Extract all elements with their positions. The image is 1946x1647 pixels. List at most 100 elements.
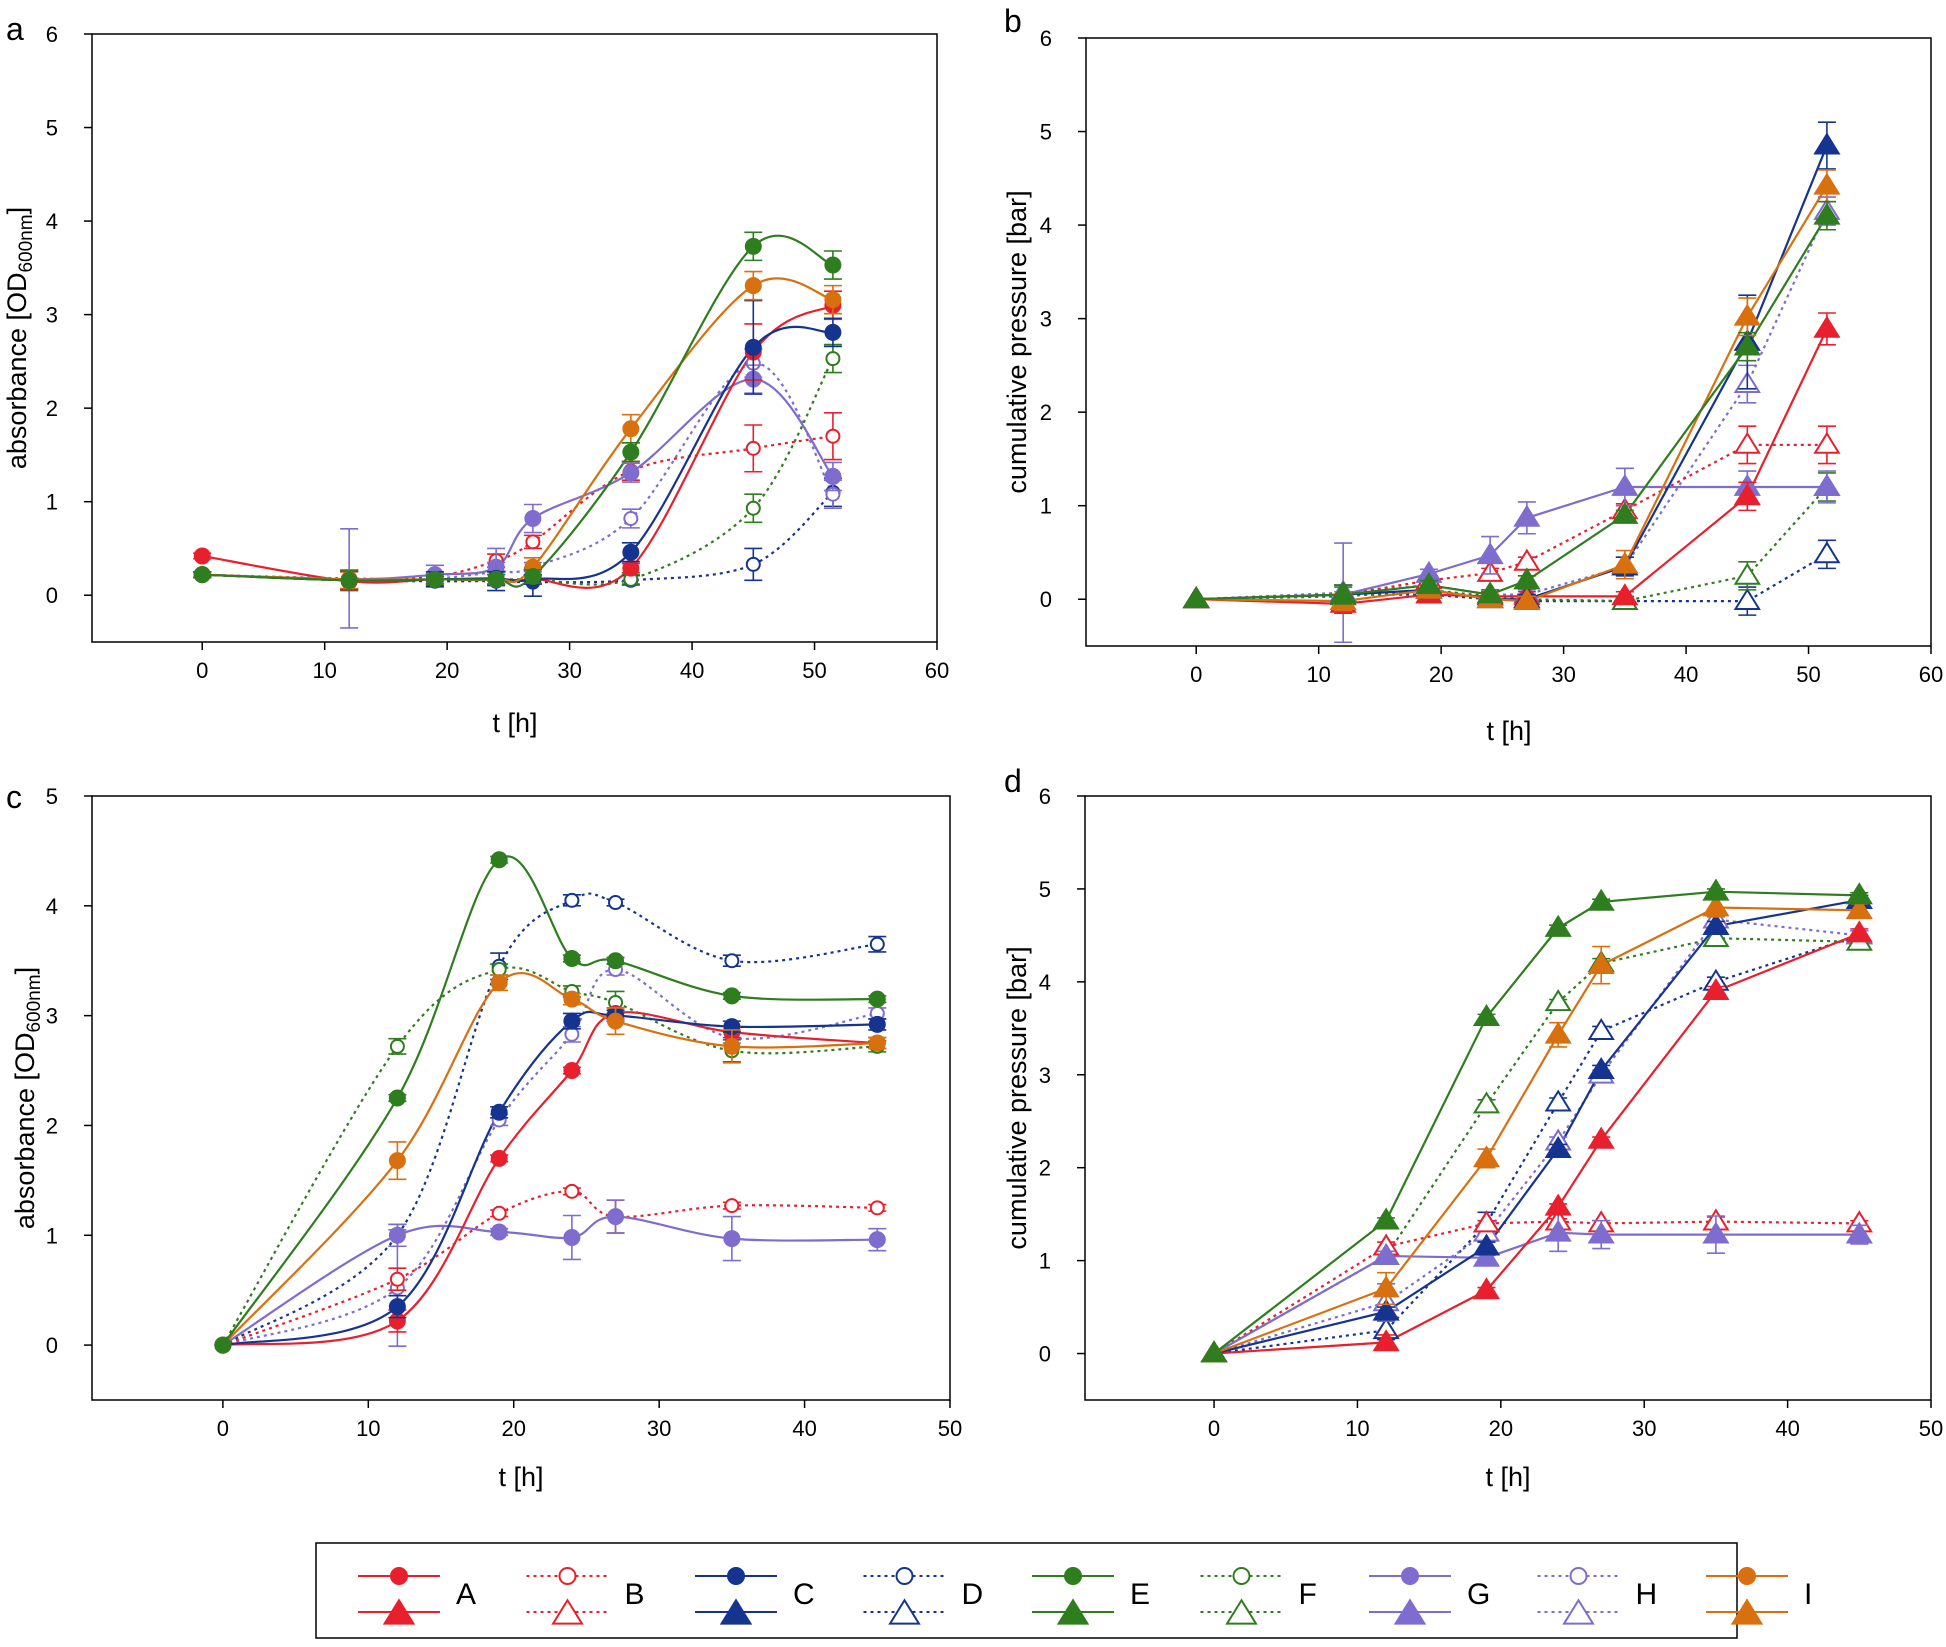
data-point-f (1702, 925, 1730, 948)
data-point-f (1544, 989, 1572, 1012)
y-tick-label: 0 (1040, 587, 1052, 612)
data-point-g (1544, 1219, 1572, 1242)
y-tick-label: 3 (46, 1004, 58, 1029)
data-point-f (1733, 562, 1761, 585)
panel-b-x-axis-label: t [h] (1486, 716, 1531, 746)
legend-frame (315, 1542, 1738, 1639)
series-line-h (1213, 918, 1860, 1355)
series-line-f (1196, 486, 1828, 603)
data-point-g (1513, 504, 1541, 527)
data-point-b (1513, 548, 1541, 571)
legend-marker-h-circle (1569, 1567, 1588, 1585)
data-point-e (214, 1336, 232, 1354)
data-point-i (1733, 303, 1761, 326)
legend-marker-h-triangle (1562, 1598, 1595, 1625)
data-point-e (1702, 878, 1730, 901)
data-point-a (1544, 1193, 1572, 1216)
x-tick-label: 60 (925, 658, 949, 683)
data-point-i (1544, 1021, 1572, 1044)
data-point-c (622, 543, 640, 561)
series-line-a (1214, 932, 1860, 1355)
data-point-b (1472, 1210, 1501, 1233)
data-point-d (1733, 587, 1761, 610)
x-tick-label: 30 (647, 1416, 671, 1441)
data-point-d (724, 953, 740, 969)
panel-a-markers (193, 231, 842, 629)
y-tick-label: 6 (1040, 26, 1052, 51)
data-point-e (1472, 1004, 1501, 1027)
data-point-g (824, 467, 842, 485)
data-point-b (389, 1271, 405, 1287)
data-point-d (1813, 541, 1841, 564)
x-tick-label: 30 (1632, 1416, 1656, 1441)
data-point-g (563, 1228, 581, 1246)
data-point-a (1733, 483, 1761, 506)
data-point-f (745, 500, 761, 516)
y-tick-label: 1 (1040, 494, 1052, 519)
series-line-g (222, 1215, 878, 1347)
panel-a-y-axis-label: absorbance [OD600nm] (2, 207, 37, 469)
panel-letter-b: b (1004, 3, 1022, 39)
legend-items: A B C D E F G H I (358, 1567, 1812, 1625)
legend-marker-e-circle (1064, 1567, 1082, 1585)
legend-marker-g-circle (1401, 1567, 1419, 1585)
data-point-d (1544, 1089, 1572, 1112)
series-line-a (1196, 328, 1828, 606)
y-tick-label: 5 (1040, 120, 1052, 145)
legend-item-c: C (695, 1567, 815, 1625)
panel-b-series-lines (1196, 145, 1828, 606)
x-tick-label: 10 (356, 1416, 380, 1441)
legend-label-i: I (1804, 1578, 1812, 1611)
x-tick-label: 20 (435, 658, 459, 683)
x-tick-label: 40 (680, 658, 704, 683)
data-point-c (1472, 1233, 1501, 1256)
data-point-i (1472, 1145, 1501, 1168)
y-tick-label: 2 (1040, 400, 1052, 425)
data-point-e (1587, 888, 1615, 911)
data-point-i (1611, 551, 1639, 574)
data-point-c (490, 1103, 508, 1121)
data-point-a (1611, 583, 1639, 606)
legend: A B C D E F G H I (315, 1542, 1812, 1639)
data-point-c (388, 1298, 406, 1316)
panel-a: a 0 10 20 30 40 50 60 0 1 2 3 4 5 6 t [h] absorbance … (2, 11, 949, 738)
panel-d-ticks: 0 10 20 30 40 50 0 1 2 3 4 5 6 (1039, 784, 1943, 1441)
legend-marker-c-triangle (719, 1598, 753, 1625)
x-tick-label: 0 (217, 1416, 229, 1441)
legend-item-d: D (863, 1567, 983, 1625)
data-point-a (563, 1062, 581, 1080)
x-tick-label: 30 (1551, 662, 1575, 687)
data-point-a (193, 547, 211, 565)
y-tick-label: 2 (1039, 1156, 1051, 1181)
legend-marker-b-circle (558, 1567, 577, 1585)
panel-b-markers (1182, 121, 1841, 644)
data-point-f (825, 351, 841, 367)
panel-b-plot-frame (1085, 37, 1932, 647)
panel-d: d 0 10 20 30 40 50 0 1 2 3 4 5 6 t [h] cumulative pr… (1002, 763, 1943, 1492)
data-point-g (622, 464, 640, 482)
series-line-g (202, 378, 834, 581)
x-tick-label: 40 (792, 1416, 816, 1441)
data-point-b (1733, 431, 1761, 454)
panel-b-y-axis-label: cumulative pressure [bar] (1002, 190, 1032, 493)
data-point-e (1513, 567, 1541, 590)
data-point-i (1513, 587, 1541, 610)
data-point-e (1329, 581, 1357, 604)
series-line-d (222, 892, 878, 1347)
data-point-g (524, 510, 542, 528)
legend-item-h: H (1537, 1567, 1657, 1625)
data-point-i (723, 1037, 741, 1055)
x-tick-label: 0 (1190, 662, 1202, 687)
legend-item-a: A (358, 1567, 476, 1625)
x-tick-label: 30 (557, 658, 581, 683)
y-tick-label: 6 (46, 22, 58, 47)
data-point-e (1813, 202, 1841, 225)
series-line-h (202, 362, 834, 581)
data-point-i (744, 277, 762, 295)
data-point-e (340, 571, 358, 589)
data-point-i (1702, 894, 1730, 917)
data-point-h (564, 1026, 580, 1042)
legend-label-f: F (1299, 1578, 1317, 1611)
x-tick-label: 50 (1919, 1416, 1943, 1441)
panel-d-y-axis-label: cumulative pressure [bar] (1002, 946, 1032, 1249)
